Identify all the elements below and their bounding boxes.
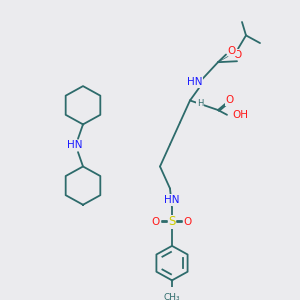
Text: O: O [184,217,192,227]
Text: CH₃: CH₃ [164,293,180,300]
Text: O: O [233,50,241,59]
Text: HN: HN [187,77,203,87]
Text: OH: OH [232,110,248,120]
Text: O: O [228,46,236,56]
Text: HN: HN [67,140,83,150]
Text: HN: HN [164,195,180,205]
Text: O: O [152,217,160,227]
Text: H: H [197,99,203,108]
Text: S: S [168,215,176,229]
Text: O: O [226,95,234,106]
